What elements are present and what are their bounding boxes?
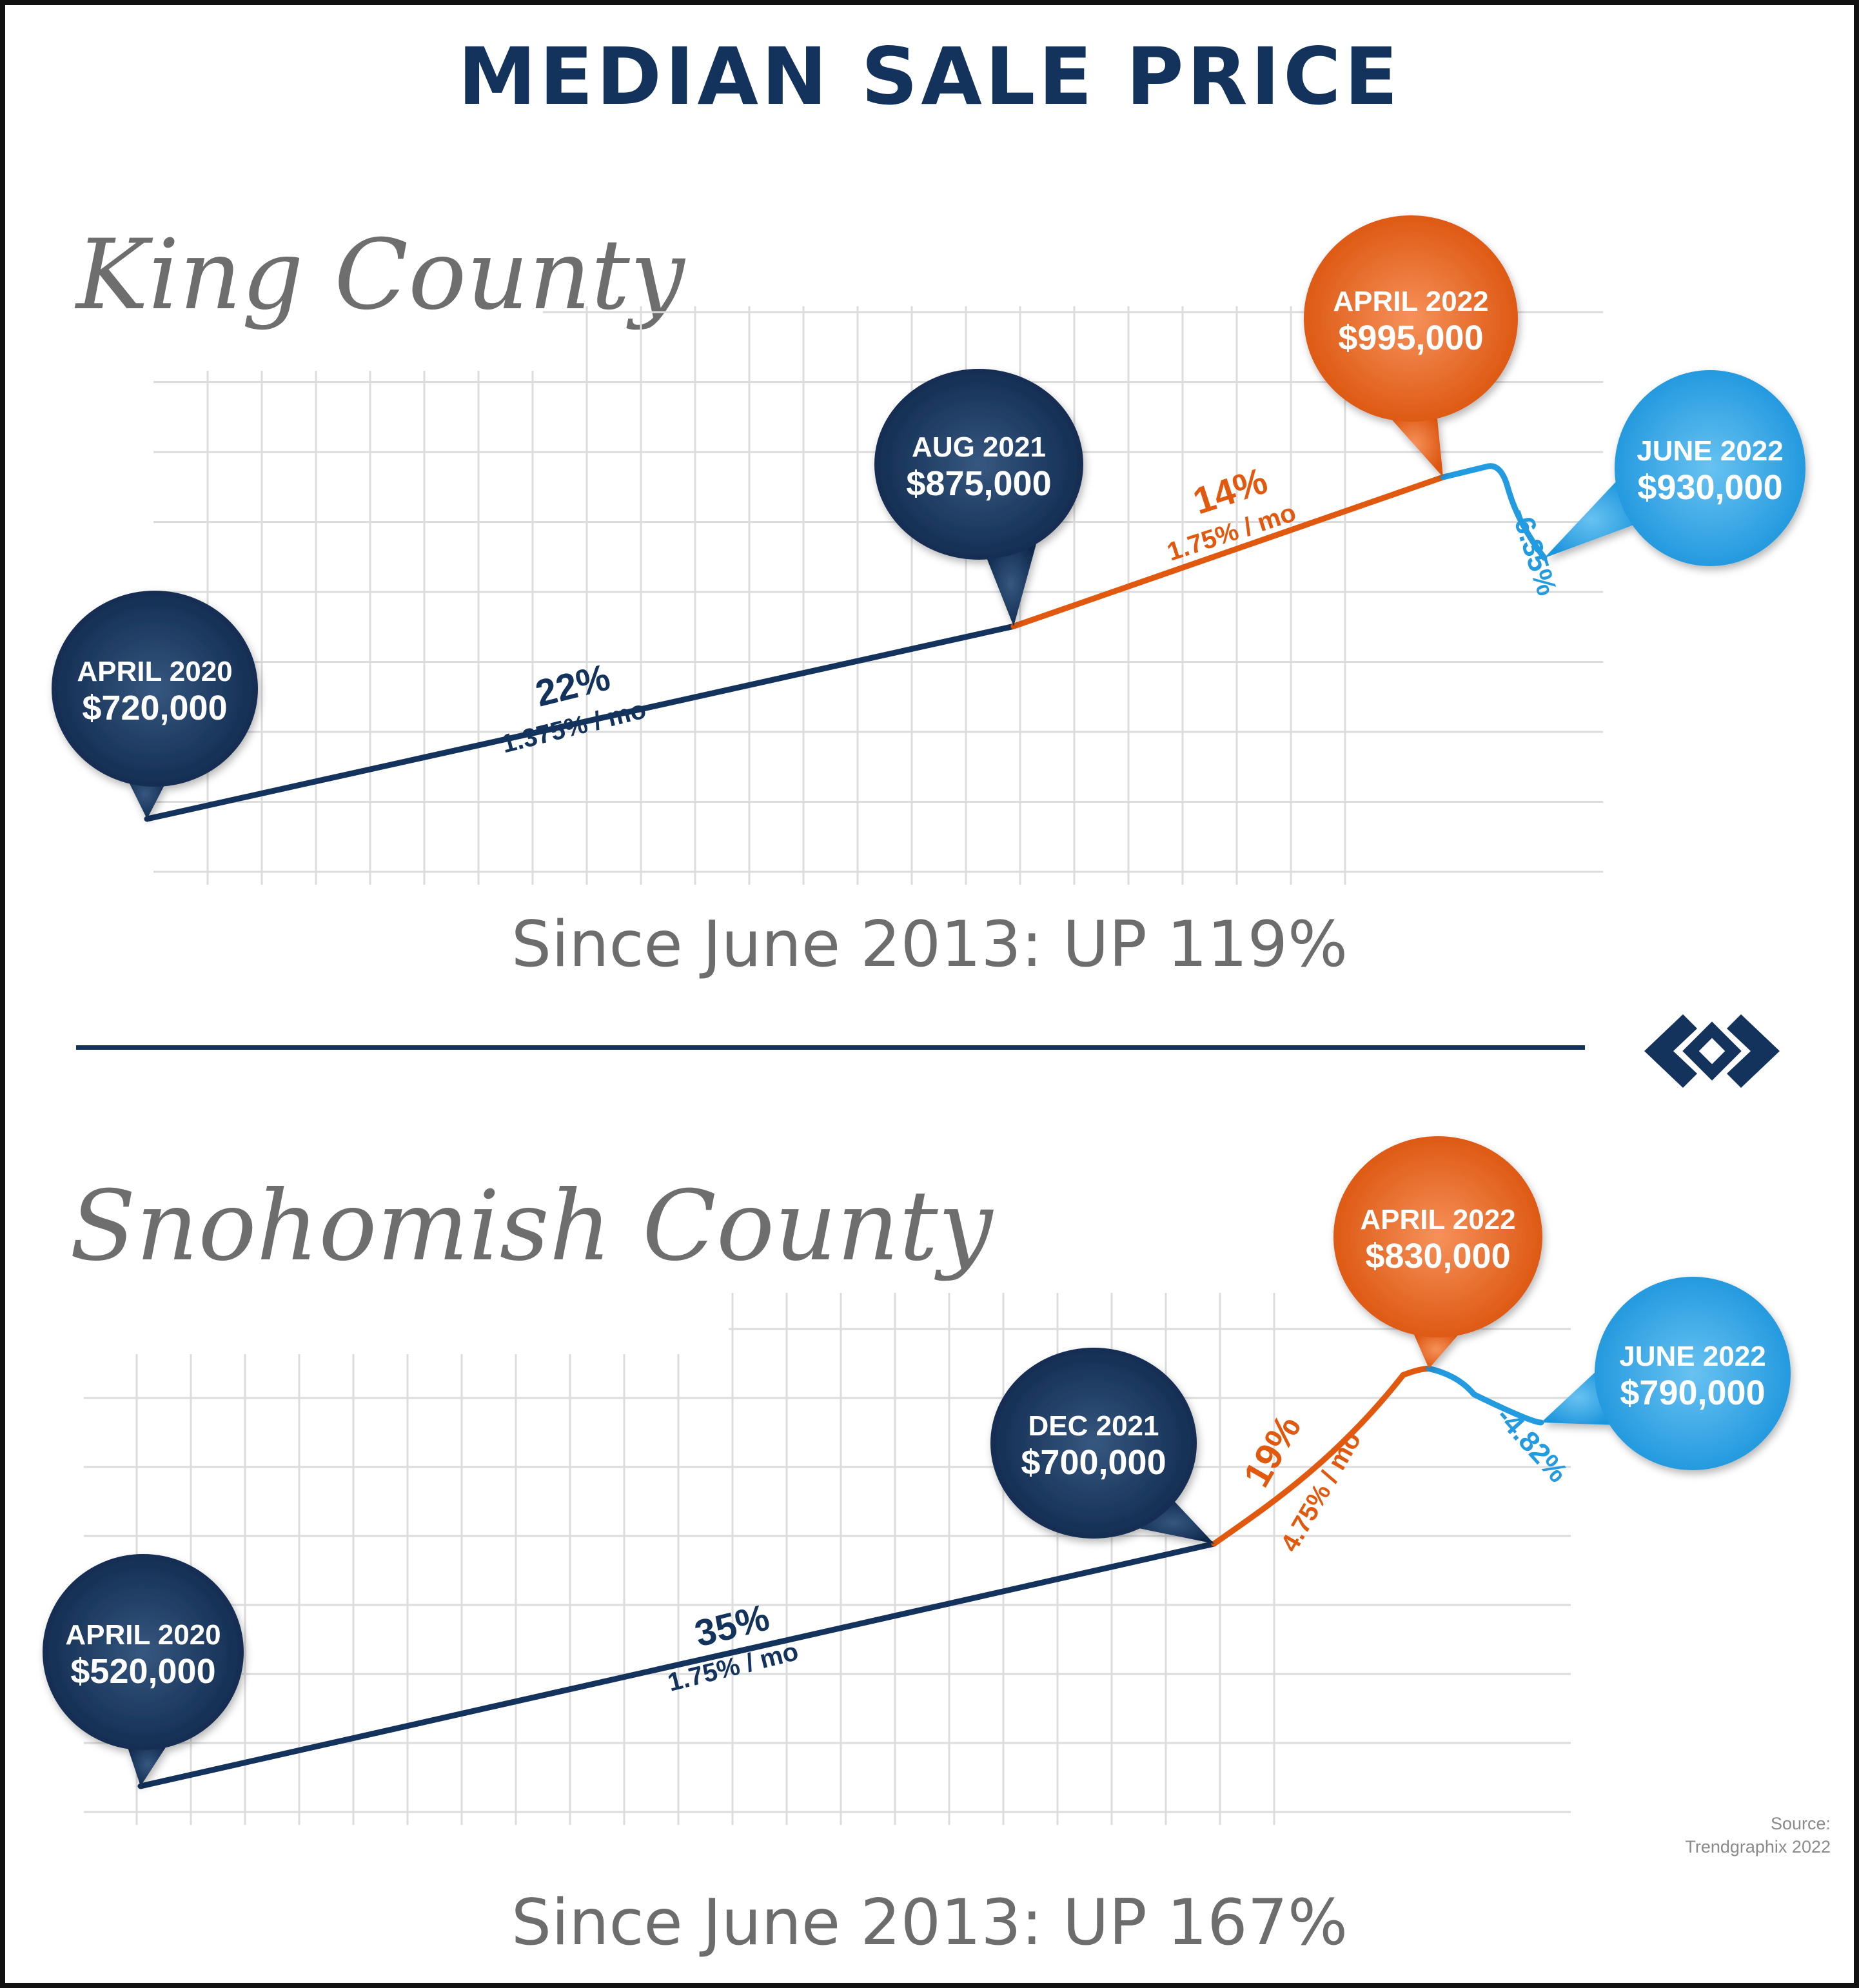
king-callout-1-month: APRIL 2020 — [77, 656, 232, 687]
king-callout-3-pointer — [1385, 412, 1443, 477]
king-callout-1-bubble — [52, 591, 258, 787]
king-callout-3 — [1304, 215, 1518, 477]
sno-callout-3-bubble — [1333, 1136, 1542, 1337]
king-line-segment-3 — [1440, 463, 1548, 561]
sno-callout-2-pointer — [1132, 1501, 1214, 1544]
source-label: Source: — [1770, 1814, 1831, 1833]
sno-callout-1-value: $520,000 — [70, 1652, 215, 1691]
sno-callout-4-value: $790,000 — [1620, 1373, 1765, 1412]
king-line-segment-2 — [1010, 474, 1446, 629]
king-callout-4-month: JUNE 2022 — [1637, 435, 1783, 467]
sno-callout-4 — [1541, 1277, 1791, 1470]
sno-line-segment-2 — [1211, 1365, 1432, 1547]
sno-callout-1 — [43, 1554, 244, 1786]
sno-callout-3 — [1333, 1136, 1542, 1369]
king-callout-1-value: $720,000 — [82, 689, 227, 727]
king-callout-4-pointer — [1544, 481, 1639, 558]
snohomish-since-caption: Since June 2013: UP 167% — [511, 1886, 1348, 1960]
sno-line-segment-1 — [137, 1540, 1217, 1789]
king-callout-4 — [1544, 370, 1805, 566]
snohomish-county-heading: Snohomish County — [70, 1170, 993, 1283]
king-callout-2-pointer — [985, 542, 1037, 627]
sno-callout-1-bubble — [43, 1554, 244, 1750]
sno-callout-2-value: $700,000 — [1021, 1443, 1166, 1482]
king-since-caption: Since June 2013: UP 119% — [511, 908, 1348, 981]
sno-callout-2 — [990, 1348, 1214, 1544]
sno-callout-4-bubble — [1595, 1277, 1791, 1470]
sno-callout-3-pointer — [1412, 1330, 1461, 1369]
king-callout-4-bubble — [1615, 370, 1805, 566]
sno-grid — [84, 1293, 1571, 1825]
king-callout-2-value: $875,000 — [906, 464, 1051, 503]
king-callout-4-value: $930,000 — [1637, 468, 1782, 507]
sno-callout-4-month: JUNE 2022 — [1619, 1341, 1766, 1372]
king-callout-3-month: APRIL 2022 — [1333, 286, 1488, 317]
sno-line-segment-3 — [1426, 1365, 1544, 1426]
king-callout-2-bubble — [874, 369, 1083, 560]
sno-callout-3-month: APRIL 2022 — [1360, 1204, 1515, 1235]
page-title: MEDIAN SALE PRICE — [458, 31, 1401, 123]
sno-callout-2-month: DEC 2021 — [1028, 1410, 1159, 1442]
sno-callout-1-pointer — [127, 1742, 169, 1786]
windermere-logo-icon — [1644, 1014, 1780, 1088]
king-callout-2 — [874, 369, 1083, 627]
sno-callout-2-bubble — [990, 1348, 1197, 1539]
king-callout-3-bubble — [1304, 215, 1518, 422]
source-name: Trendgraphix 2022 — [1685, 1837, 1831, 1856]
king-callout-1 — [52, 591, 258, 819]
king-callout-3-value: $995,000 — [1338, 319, 1483, 357]
sno-callout-1-month: APRIL 2020 — [65, 1619, 221, 1651]
section-divider — [76, 1045, 1585, 1050]
sno-callout-3-value: $830,000 — [1365, 1237, 1510, 1275]
king-line-segment-1 — [144, 623, 1017, 822]
king-callout-2-month: AUG 2021 — [912, 431, 1046, 463]
source-note: Source: Trendgraphix 2022 — [1685, 1812, 1831, 1858]
